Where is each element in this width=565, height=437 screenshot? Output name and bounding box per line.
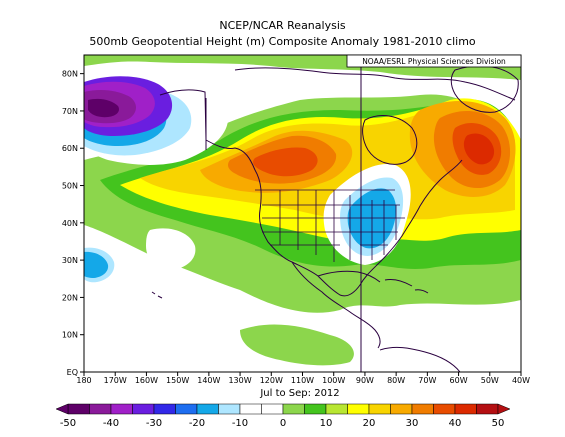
colorbar-swatch	[325, 403, 348, 415]
lat-tick-label: 70N	[62, 107, 78, 116]
lat-tick-label: 40N	[62, 219, 78, 228]
colorbar-swatch	[110, 403, 133, 415]
lat-tick-label: 60N	[62, 144, 78, 153]
state-borders	[255, 189, 405, 262]
anomaly-light-green-south	[240, 324, 354, 366]
lat-tick-label: 30N	[62, 256, 78, 265]
arctic-coast	[234, 67, 516, 101]
colorbar-label: -20	[189, 418, 205, 429]
hawaii	[151, 291, 163, 299]
lon-tick-label: 50W	[481, 376, 499, 385]
colorbar-label: 20	[363, 418, 376, 429]
hispaniola	[414, 289, 429, 294]
lon-tick-label: 40W	[512, 376, 530, 385]
gulf-of-mexico	[317, 270, 381, 283]
credit-box	[346, 54, 522, 68]
colorbar-swatch	[261, 403, 284, 415]
lon-tick-label: 160W	[135, 376, 158, 385]
longitude-axis: 180 170W 160W 150W 140W 130W 120W 110W 100W 90W 80…	[76, 372, 530, 385]
colorbar-swatch	[411, 403, 434, 415]
lon-tick-label: 110W	[291, 376, 314, 385]
colorbar-label: 0	[280, 418, 286, 429]
east-state-rows	[360, 204, 405, 246]
colorbar-label: -10	[232, 418, 248, 429]
anomaly-red-west	[253, 147, 318, 177]
colorbar-swatch	[347, 403, 370, 415]
colorbar-label: -40	[103, 418, 119, 429]
colorbar-swatch	[433, 403, 456, 415]
colorbar-swatch	[476, 403, 499, 415]
lon-tick-label: 170W	[104, 376, 127, 385]
colorbar-swatch	[218, 403, 241, 415]
lat-tick-label: 50N	[62, 182, 78, 191]
colorbar-label: 10	[320, 418, 333, 429]
colorbar-high-arrow	[497, 403, 511, 415]
colorbar-label: 30	[406, 418, 419, 429]
colorbar-swatch	[175, 403, 198, 415]
na-west-coast	[159, 89, 463, 297]
colorbar-swatch	[67, 403, 90, 415]
lat-tick-label: 10N	[62, 331, 78, 340]
anomaly-deep-red-east	[463, 133, 495, 165]
lon-tick-label: 80W	[387, 376, 405, 385]
cuba	[384, 279, 413, 287]
east-state-cols	[371, 200, 397, 260]
credit-text: NOAA/ESRL Physical Sciences Division	[362, 57, 506, 66]
anomaly-neutral-subtropic	[146, 228, 196, 270]
lat-tick-label: 80N	[62, 70, 78, 79]
colorbar-label: 40	[449, 418, 462, 429]
colorbar-swatch	[196, 403, 219, 415]
hudson-bay	[362, 115, 418, 165]
colorbar	[55, 403, 511, 415]
lon-tick-label: 140W	[197, 376, 220, 385]
coastlines	[151, 65, 519, 372]
lon-tick-label: 60W	[450, 376, 468, 385]
lon-tick-label: 180	[76, 376, 91, 385]
colorbar-swatch	[132, 403, 155, 415]
anomaly-darkest-purple-pacific	[88, 98, 119, 118]
south-america	[379, 346, 461, 372]
chart-subtitle: 500mb Geopotential Height (m) Composite …	[89, 35, 476, 48]
lat-tick-label: 20N	[62, 293, 78, 302]
colorbar-swatch	[304, 403, 327, 415]
lon-tick-label: 100W	[322, 376, 345, 385]
colorbar-swatch	[153, 403, 176, 415]
lon-tick-label: 130W	[228, 376, 251, 385]
colorbar-label: -50	[60, 418, 76, 429]
greenland	[450, 65, 519, 113]
anomaly-field	[84, 55, 521, 372]
colorbar-swatch	[390, 403, 413, 415]
colorbar-swatch	[89, 403, 112, 415]
colorbar-swatch	[239, 403, 262, 415]
reference-lines	[205, 55, 362, 372]
lon-tick-label: 70W	[418, 376, 436, 385]
lon-tick-label: 90W	[356, 376, 374, 385]
state-cols	[279, 190, 351, 262]
colorbar-swatch	[282, 403, 305, 415]
chart-title: NCEP/NCAR Reanalysis	[219, 19, 346, 32]
colorbar-label: 50	[492, 418, 505, 429]
colorbar-labels: -50 -40 -30 -20 -10 0 10 20 30 40 50	[60, 418, 505, 429]
central-america	[291, 261, 381, 349]
colorbar-swatch	[368, 403, 391, 415]
state-rows	[262, 204, 360, 246]
lon-tick-label: 150W	[166, 376, 189, 385]
lat-tick-label: EQ	[67, 368, 78, 377]
period-label: Jul to Sep: 2012	[259, 388, 339, 399]
colorbar-swatch	[454, 403, 477, 415]
anomaly-blue-hawaii	[84, 251, 109, 278]
colorbar-label: -30	[146, 418, 162, 429]
lon-tick-label: 120W	[260, 376, 283, 385]
latitude-axis: EQ 10N 20N 30N 40N 50N 60N 70N 80N	[62, 70, 84, 377]
colorbar-low-arrow	[55, 403, 69, 415]
